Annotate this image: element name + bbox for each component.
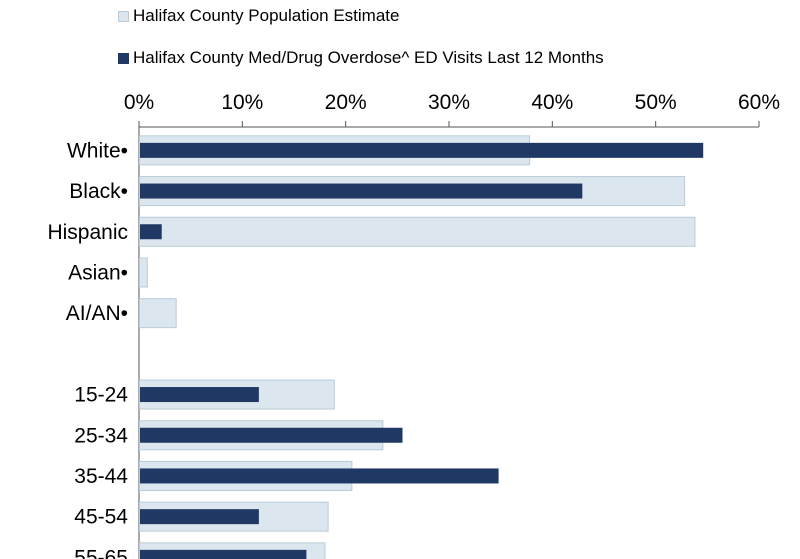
bar-population [139, 298, 177, 329]
legend-item-visits: Halifax County Med/Drug Overdose^ ED Vis… [118, 48, 604, 68]
bar-visits [140, 549, 307, 559]
x-tick-label: 20% [325, 91, 367, 114]
x-tick-label: 60% [738, 91, 780, 114]
bar-population [139, 257, 148, 288]
bar-visits [140, 142, 704, 158]
x-tick-label: 0% [124, 91, 154, 114]
legend-label-population: Halifax County Population Estimate [133, 6, 400, 25]
x-tick-label: 40% [531, 91, 573, 114]
x-tick-label: 30% [428, 91, 470, 114]
category-label: Hispanic [47, 221, 128, 244]
category-label: 25-34 [74, 424, 128, 447]
category-label: White• [67, 139, 128, 162]
legend-item-population: Halifax County Population Estimate [118, 6, 399, 26]
bar-visits [140, 183, 583, 199]
category-label: 45-54 [74, 506, 128, 529]
bar-visits [140, 509, 259, 525]
bar-visits [140, 224, 162, 240]
category-label: 15-24 [74, 384, 128, 407]
bar-population [139, 216, 696, 247]
legend-swatch-population [118, 10, 129, 22]
category-label: Asian• [68, 261, 128, 284]
legend-label-visits: Halifax County Med/Drug Overdose^ ED Vis… [133, 48, 604, 67]
category-label: AI/AN• [66, 302, 128, 325]
bar-visits [140, 468, 499, 484]
category-label: Black• [69, 180, 128, 203]
x-tick-label: 10% [221, 91, 263, 114]
category-label: 35-44 [74, 465, 128, 488]
x-tick-label: 50% [635, 91, 677, 114]
legend-swatch-visits [118, 52, 129, 64]
bar-visits [140, 387, 259, 403]
category-label: 55-65 [74, 546, 128, 559]
bar-visits [140, 427, 403, 443]
